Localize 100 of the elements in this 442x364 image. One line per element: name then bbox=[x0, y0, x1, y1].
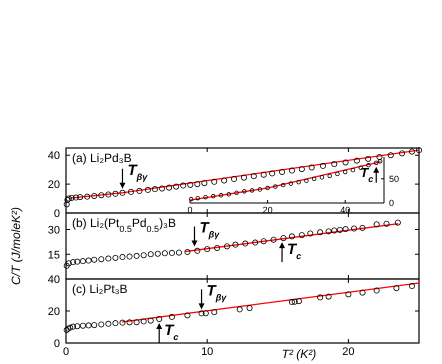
point bbox=[168, 314, 175, 320]
point bbox=[105, 320, 112, 327]
point bbox=[292, 298, 298, 305]
point bbox=[260, 238, 267, 244]
x-tick-label: 0 bbox=[62, 346, 70, 358]
annotation: T$_{βγ}$ bbox=[206, 282, 228, 302]
point bbox=[240, 174, 247, 181]
point bbox=[201, 180, 208, 186]
point bbox=[270, 236, 277, 243]
point bbox=[140, 318, 147, 324]
point bbox=[214, 244, 220, 251]
point bbox=[204, 246, 210, 252]
point bbox=[154, 250, 161, 257]
point bbox=[221, 178, 228, 184]
point bbox=[86, 322, 92, 328]
point bbox=[187, 182, 194, 188]
point bbox=[70, 259, 76, 266]
point bbox=[119, 190, 126, 196]
point bbox=[144, 186, 151, 193]
point bbox=[260, 172, 267, 178]
point bbox=[98, 256, 104, 262]
point bbox=[365, 156, 372, 162]
point bbox=[74, 323, 80, 330]
point bbox=[342, 159, 349, 166]
point bbox=[231, 176, 238, 182]
point bbox=[91, 322, 98, 328]
point bbox=[250, 188, 254, 193]
point bbox=[67, 324, 74, 331]
point bbox=[394, 220, 401, 226]
point bbox=[64, 201, 70, 208]
point bbox=[399, 150, 406, 156]
point bbox=[218, 193, 224, 198]
point bbox=[98, 192, 104, 198]
point bbox=[296, 298, 302, 304]
point bbox=[105, 192, 112, 198]
point bbox=[224, 243, 230, 250]
point bbox=[343, 170, 348, 174]
point bbox=[72, 194, 79, 201]
point bbox=[331, 161, 338, 168]
point bbox=[317, 229, 324, 236]
point bbox=[360, 224, 366, 231]
point bbox=[374, 160, 378, 166]
y-tick-label: 20 bbox=[48, 306, 60, 318]
point bbox=[252, 240, 258, 246]
point bbox=[202, 310, 209, 316]
point bbox=[360, 290, 366, 296]
point bbox=[86, 258, 92, 264]
point bbox=[134, 252, 140, 259]
point bbox=[273, 184, 278, 189]
point bbox=[326, 228, 332, 234]
point bbox=[148, 318, 154, 324]
point bbox=[198, 310, 205, 316]
point bbox=[232, 242, 238, 248]
point bbox=[416, 147, 422, 154]
point bbox=[374, 221, 380, 228]
point bbox=[119, 254, 126, 260]
point bbox=[320, 162, 326, 169]
point bbox=[331, 227, 338, 234]
point bbox=[408, 283, 415, 290]
point bbox=[342, 226, 349, 232]
point bbox=[168, 250, 175, 256]
point bbox=[211, 309, 218, 316]
point bbox=[374, 288, 380, 294]
point bbox=[279, 168, 286, 175]
point bbox=[180, 182, 186, 189]
point bbox=[80, 258, 86, 264]
point bbox=[68, 194, 75, 201]
point bbox=[77, 194, 84, 200]
point bbox=[80, 322, 86, 329]
point bbox=[265, 186, 270, 190]
point bbox=[298, 232, 305, 238]
point bbox=[91, 256, 98, 263]
point bbox=[336, 226, 343, 233]
point bbox=[317, 294, 324, 300]
point bbox=[378, 159, 382, 164]
point bbox=[64, 262, 70, 269]
chart-title: (c) Li₂Pt₃B bbox=[72, 282, 128, 296]
point bbox=[70, 324, 76, 330]
point bbox=[148, 251, 154, 258]
y-tick-label: 50 bbox=[389, 174, 400, 184]
point bbox=[408, 148, 415, 155]
point bbox=[288, 168, 295, 174]
point bbox=[156, 316, 162, 322]
point bbox=[152, 186, 158, 192]
point bbox=[226, 192, 231, 196]
point bbox=[298, 166, 305, 172]
point bbox=[384, 220, 390, 227]
point bbox=[246, 305, 253, 312]
point bbox=[74, 258, 80, 265]
point bbox=[162, 250, 168, 256]
point bbox=[112, 190, 118, 197]
y-tick-label: 15 bbox=[48, 249, 60, 262]
point bbox=[326, 294, 332, 300]
point bbox=[98, 321, 104, 328]
point bbox=[280, 182, 286, 188]
y-axis-title: C/T (J/moleK²) bbox=[9, 206, 23, 285]
point bbox=[304, 178, 309, 183]
point bbox=[176, 250, 182, 256]
y-tick-label: 40 bbox=[48, 150, 60, 162]
point bbox=[166, 184, 172, 191]
